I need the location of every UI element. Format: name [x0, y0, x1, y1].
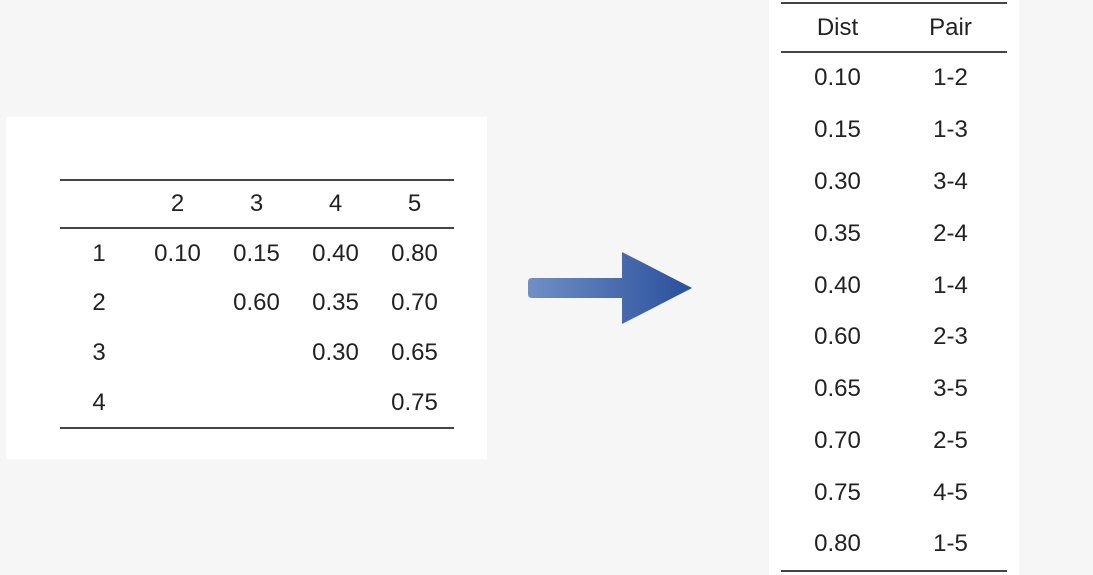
matrix-cell [217, 378, 296, 428]
dist-cell: 0.70 [814, 427, 861, 455]
dist-cell: 0.30 [814, 167, 861, 195]
arrow-shape [528, 252, 692, 324]
matrix-cell: 0.30 [312, 339, 359, 366]
dist-cell: 0.35 [814, 219, 861, 247]
dist-cell: 0.40 [814, 271, 861, 299]
matrix-cell [138, 378, 217, 428]
matrix-cell [217, 328, 296, 378]
matrix-cell [138, 328, 217, 378]
right-arrow-icon [528, 252, 692, 324]
matrix-cell: 0.75 [391, 388, 438, 416]
pair-column-header: Pair [929, 13, 972, 41]
matrix-cell: 0.15 [233, 239, 280, 267]
dist-cell: 0.60 [814, 323, 861, 351]
dist-cell: 0.75 [814, 479, 861, 507]
dist-cell: 0.15 [814, 115, 861, 143]
matrix-cell: 0.70 [391, 289, 438, 316]
pair-cell: 2-5 [933, 427, 968, 455]
sorted-row: 0.80 1-5 [781, 519, 1007, 571]
sorted-row: 0.35 2-4 [781, 208, 1007, 260]
sorted-row: 0.75 4-5 [781, 467, 1007, 519]
distance-matrix-panel: 2 3 4 5 1 0.10 0.15 0.40 0.80 2 0.60 0.3… [6, 117, 487, 459]
matrix-cell: 0.65 [391, 339, 438, 366]
matrix-row: 1 0.10 0.15 0.40 0.80 [60, 228, 454, 278]
sorted-pairs-panel: Dist Pair 0.10 1-2 0.15 1-3 0.30 3-4 0.3… [769, 0, 1019, 575]
sorted-distance-table: Dist Pair 0.10 1-2 0.15 1-3 0.30 3-4 0.3… [781, 2, 1007, 572]
matrix-corner-cell [60, 180, 138, 228]
pair-cell: 3-5 [933, 375, 968, 403]
matrix-column-header: 2 [170, 190, 185, 217]
matrix-row-label: 3 [92, 339, 106, 366]
dist-cell: 0.65 [814, 375, 861, 403]
matrix-cell [138, 278, 217, 328]
dist-cell: 0.80 [814, 530, 861, 558]
dist-column-header: Dist [816, 13, 859, 41]
pair-cell: 1-4 [933, 271, 968, 299]
sorted-row: 0.30 3-4 [781, 156, 1007, 208]
matrix-cell: 0.10 [154, 239, 201, 267]
sorted-row: 0.15 1-3 [781, 104, 1007, 156]
matrix-cell [296, 378, 375, 428]
matrix-cell: 0.60 [233, 289, 280, 316]
sorted-row: 0.65 3-5 [781, 363, 1007, 415]
sorted-header-row: Dist Pair [781, 3, 1007, 52]
pair-cell: 1-5 [933, 530, 968, 558]
sorted-row: 0.60 2-3 [781, 311, 1007, 363]
matrix-row-label: 4 [92, 388, 106, 416]
matrix-column-header: 4 [328, 190, 343, 217]
pair-cell: 2-4 [933, 219, 968, 247]
pair-cell: 4-5 [933, 479, 968, 507]
matrix-row: 3 0.30 0.65 [60, 328, 454, 378]
sorted-row: 0.70 2-5 [781, 415, 1007, 467]
matrix-cell: 0.40 [312, 239, 359, 267]
matrix-row-label: 2 [92, 289, 106, 316]
matrix-header-row: 2 3 4 5 [60, 180, 454, 228]
pair-cell: 2-3 [933, 323, 968, 351]
sorted-row: 0.10 1-2 [781, 52, 1007, 104]
matrix-row: 4 0.75 [60, 378, 454, 428]
matrix-column-header: 3 [249, 190, 264, 217]
dist-cell: 0.10 [814, 64, 861, 92]
distance-matrix-table: 2 3 4 5 1 0.10 0.15 0.40 0.80 2 0.60 0.3… [60, 179, 454, 429]
matrix-row-label: 1 [92, 239, 106, 267]
sorted-row: 0.40 1-4 [781, 260, 1007, 312]
matrix-column-header: 5 [407, 190, 422, 217]
matrix-cell: 0.80 [391, 239, 438, 267]
matrix-row: 2 0.60 0.35 0.70 [60, 278, 454, 328]
pair-cell: 3-4 [933, 167, 968, 195]
pair-cell: 1-3 [933, 115, 968, 143]
pair-cell: 1-2 [933, 64, 968, 92]
matrix-cell: 0.35 [312, 289, 359, 316]
